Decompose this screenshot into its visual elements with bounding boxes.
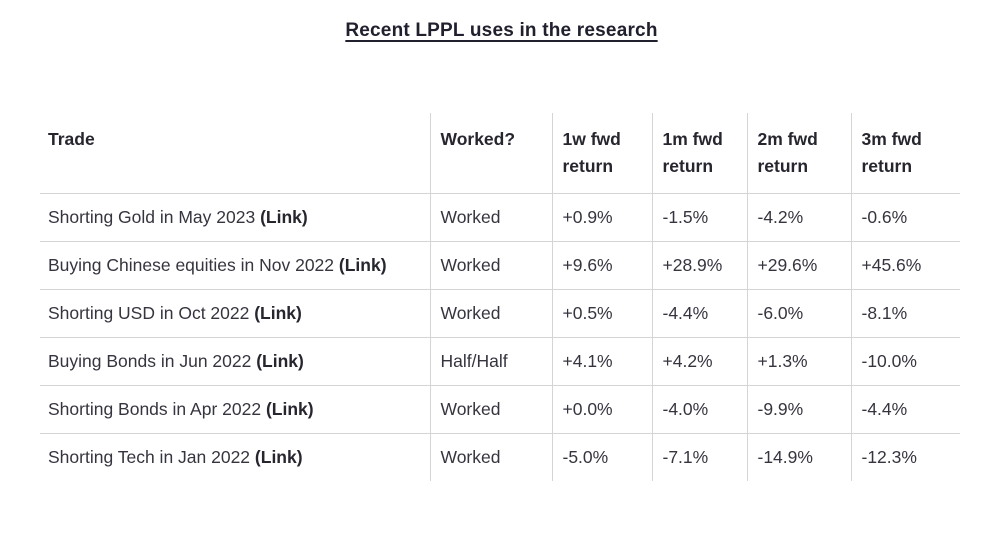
trade-label: Shorting Bonds in Apr 2022	[48, 399, 262, 419]
column-header-1m: 1m fwd return	[651, 113, 747, 194]
trade-link[interactable]: (Link)	[260, 207, 308, 227]
page-title: Recent LPPL uses in the research	[345, 20, 658, 41]
trade-cell: Shorting Tech in Jan 2022 (Link)	[40, 434, 430, 482]
worked-cell: Worked	[429, 289, 552, 338]
trade-link[interactable]: (Link)	[338, 255, 387, 275]
return-1w-cell: -5.0%	[551, 433, 652, 481]
trade-link[interactable]: (Link)	[256, 351, 304, 371]
return-2m-cell: -9.9%	[746, 385, 851, 434]
return-2m-cell: -4.2%	[746, 193, 851, 242]
trade-link[interactable]: (Link)	[265, 399, 314, 419]
trade-cell: Buying Bonds in Jun 2022 (Link)	[40, 338, 430, 386]
column-header-1w: 1w fwd return	[551, 113, 652, 194]
return-2m-cell: -6.0%	[746, 289, 851, 338]
trade-label: Shorting Gold in May 2023	[48, 207, 256, 227]
table-row: Shorting Bonds in Apr 2022 (Link) Worked…	[40, 385, 960, 434]
trade-label: Shorting Tech in Jan 2022	[48, 447, 251, 467]
trade-link[interactable]: (Link)	[254, 447, 303, 467]
return-2m-cell: -14.9%	[746, 433, 851, 481]
table-row: Shorting Gold in May 2023 (Link) Worked …	[40, 193, 960, 242]
return-1m-cell: -7.1%	[651, 433, 747, 481]
return-1m-cell: +4.2%	[651, 337, 747, 386]
table-body: Shorting Gold in May 2023 (Link) Worked …	[40, 193, 960, 482]
return-1w-cell: +0.9%	[551, 193, 652, 242]
table-row: Buying Chinese equities in Nov 2022 (Lin…	[40, 241, 960, 290]
return-3m-cell: -8.1%	[850, 289, 960, 338]
column-header-2m: 2m fwd return	[746, 113, 851, 194]
trade-link[interactable]: (Link)	[254, 303, 302, 323]
table-row: Shorting USD in Oct 2022 (Link) Worked +…	[40, 289, 960, 338]
worked-cell: Half/Half	[429, 337, 552, 386]
trade-cell: Buying Chinese equities in Nov 2022 (Lin…	[40, 242, 430, 290]
worked-cell: Worked	[429, 241, 552, 290]
return-3m-cell: -12.3%	[850, 433, 960, 481]
return-1m-cell: +28.9%	[651, 241, 747, 290]
lppl-table: Trade Worked? 1w fwd return 1m fwd retur…	[40, 113, 960, 481]
return-3m-cell: -4.4%	[850, 385, 960, 434]
return-2m-cell: +29.6%	[746, 241, 851, 290]
return-3m-cell: -10.0%	[850, 337, 960, 386]
return-1w-cell: +9.6%	[551, 241, 652, 290]
column-header-3m: 3m fwd return	[850, 113, 960, 194]
return-1w-cell: +0.0%	[551, 385, 652, 434]
table-row: Buying Bonds in Jun 2022 (Link) Half/Hal…	[40, 337, 960, 386]
column-header-worked: Worked?	[429, 113, 552, 194]
trade-cell: Shorting USD in Oct 2022 (Link)	[40, 290, 430, 338]
trade-label: Buying Bonds in Jun 2022	[48, 351, 252, 371]
return-1m-cell: -1.5%	[651, 193, 747, 242]
return-1m-cell: -4.4%	[651, 289, 747, 338]
return-3m-cell: -0.6%	[850, 193, 960, 242]
return-1w-cell: +0.5%	[551, 289, 652, 338]
return-2m-cell: +1.3%	[746, 337, 851, 386]
return-1m-cell: -4.0%	[651, 385, 747, 434]
table-row: Shorting Tech in Jan 2022 (Link) Worked …	[40, 433, 960, 482]
column-header-trade: Trade	[40, 113, 430, 194]
table-header: Trade Worked? 1w fwd return 1m fwd retur…	[40, 113, 960, 194]
worked-cell: Worked	[429, 433, 552, 481]
trade-cell: Shorting Gold in May 2023 (Link)	[40, 194, 430, 242]
trade-cell: Shorting Bonds in Apr 2022 (Link)	[40, 386, 430, 434]
trade-label: Buying Chinese equities in Nov 2022	[48, 255, 335, 275]
trade-label: Shorting USD in Oct 2022	[48, 303, 250, 323]
header-row: Trade Worked? 1w fwd return 1m fwd retur…	[40, 113, 960, 194]
return-1w-cell: +4.1%	[551, 337, 652, 386]
return-3m-cell: +45.6%	[850, 241, 960, 290]
worked-cell: Worked	[429, 385, 552, 434]
worked-cell: Worked	[429, 193, 552, 242]
